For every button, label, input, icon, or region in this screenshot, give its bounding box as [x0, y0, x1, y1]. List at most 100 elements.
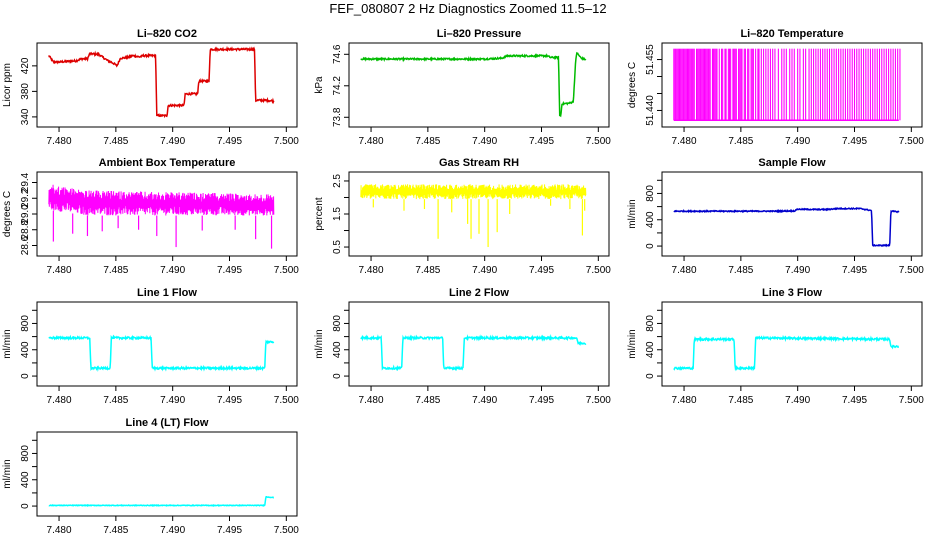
series-line-1 [48, 45, 275, 119]
x-tick-label: 7.500 [274, 136, 299, 147]
x-tick-label: 7.490 [472, 265, 497, 276]
x-tick-label: 7.495 [529, 136, 554, 147]
series-line-1 [673, 334, 900, 372]
x-tick-label: 7.500 [586, 395, 611, 406]
data-layer [673, 206, 900, 248]
x-tick-label: 7.490 [160, 265, 185, 276]
x-tick-label: 7.480 [359, 395, 384, 406]
y-axis-label: degrees C [2, 191, 13, 237]
x-tick-label: 7.490 [160, 525, 185, 536]
plot-frame [36, 431, 298, 517]
data-layer [48, 495, 275, 507]
chart-panel-4: Ambient Box Temperature degrees C 7.480 7.4… [2, 157, 299, 276]
y-tick-label: 29.4 [20, 172, 31, 192]
series-line-1 [673, 206, 900, 248]
plot-frame [348, 42, 610, 128]
series-line-1 [48, 495, 275, 507]
x-tick-label: 7.490 [785, 136, 810, 147]
x-tick-label: 7.495 [217, 395, 242, 406]
y-tick-label: 800 [20, 315, 31, 332]
x-tick-label: 7.485 [103, 525, 128, 536]
x-tick-label: 7.480 [359, 136, 384, 147]
y-axis-label: degrees C [627, 62, 638, 108]
series-line-1 [360, 51, 587, 118]
x-tick-label: 7.480 [672, 136, 697, 147]
chart-title: Li–820 CO2 [137, 28, 197, 40]
chart-panel-6: Sample Flow ml/min 7.480 7.485 7.490 7.495 7.5… [627, 157, 924, 276]
y-axis-label: ml/min [314, 329, 325, 358]
chart-panel-3: Li–820 Temperature degrees C 7.480 7.485 7.4… [627, 28, 924, 147]
x-tick-label: 7.485 [103, 265, 128, 276]
x-tick-label: 7.500 [899, 265, 924, 276]
y-tick-label: 400 [645, 211, 656, 228]
y-axis-label: ml/min [627, 199, 638, 228]
x-tick-label: 7.490 [785, 395, 810, 406]
x-tick-label: 7.500 [274, 525, 299, 536]
x-tick-label: 7.480 [47, 395, 72, 406]
y-axis-label: Licor ppm [2, 63, 13, 107]
data-layer [360, 334, 587, 372]
chart-title: Line 3 Flow [762, 287, 822, 299]
y-tick-label: 420 [20, 57, 31, 74]
x-tick-label: 7.485 [415, 136, 440, 147]
plot-frame [36, 42, 298, 128]
x-tick-label: 7.500 [586, 136, 611, 147]
y-tick-label: 29.2 [20, 188, 31, 208]
chart-title: Line 4 (LT) Flow [126, 417, 209, 429]
data-layer [673, 334, 900, 372]
chart-panel-7: Line 1 Flow ml/min 7.480 7.485 7.490 7.495 7.5… [2, 287, 299, 406]
x-tick-label: 7.495 [217, 136, 242, 147]
x-tick-label: 7.480 [47, 265, 72, 276]
y-tick-label: 800 [645, 185, 656, 202]
data-layer [673, 48, 901, 122]
x-tick-label: 7.500 [586, 265, 611, 276]
chart-title: Li–820 Pressure [437, 28, 521, 40]
y-tick-label: 51.440 [645, 95, 656, 126]
y-tick-label: 800 [332, 315, 343, 332]
plot-frame [36, 301, 298, 387]
chart-panel-8: Line 2 Flow ml/min 7.480 7.485 7.490 7.495 7.5… [314, 287, 611, 406]
x-tick-label: 7.495 [529, 395, 554, 406]
y-tick-label: 340 [20, 108, 31, 125]
page-title: FEF_080807 2 Hz Diagnostics Zoomed 11.5–… [329, 1, 607, 16]
chart-panel-2: Li–820 Pressure kPa 7.480 7.485 7.490 7.495 7.… [314, 28, 611, 147]
y-tick-label: 28.6 [20, 235, 31, 255]
x-tick-label: 7.485 [415, 395, 440, 406]
chart-title: Sample Flow [758, 157, 826, 169]
y-tick-label: 400 [20, 341, 31, 358]
series-line-1 [360, 334, 587, 372]
x-tick-label: 7.485 [728, 265, 753, 276]
y-tick-label: 800 [645, 315, 656, 332]
x-tick-label: 7.480 [47, 136, 72, 147]
y-tick-label: 0.5 [332, 240, 343, 254]
plot-frame [661, 171, 923, 257]
plot-frame [661, 42, 923, 128]
x-tick-label: 7.500 [274, 265, 299, 276]
x-tick-label: 7.490 [160, 395, 185, 406]
plot-frame [661, 301, 923, 387]
x-tick-label: 7.495 [217, 265, 242, 276]
data-layer [360, 184, 587, 248]
data-layer [360, 51, 587, 118]
y-axis-label: percent [314, 197, 325, 231]
y-tick-label: 0 [20, 503, 31, 509]
y-tick-label: 0 [20, 373, 31, 379]
x-tick-label: 7.495 [842, 136, 867, 147]
series-line-1 [360, 184, 587, 200]
chart-panel-1: Li–820 CO2 Licor ppm 7.480 7.485 7.490 7.495 7… [2, 28, 299, 147]
x-tick-label: 7.490 [160, 136, 185, 147]
x-tick-label: 7.495 [217, 525, 242, 536]
data-layer [48, 184, 275, 249]
x-tick-label: 7.490 [785, 265, 810, 276]
y-tick-label: 400 [20, 471, 31, 488]
y-axis-label: ml/min [2, 329, 13, 358]
y-tick-label: 0 [645, 243, 656, 249]
chart-title: Line 2 Flow [449, 287, 509, 299]
chart-panel-10: Line 4 (LT) Flow ml/min 7.480 7.485 7.490 7.4… [2, 417, 299, 536]
y-tick-label: 74.6 [332, 44, 343, 64]
y-tick-label: 0 [645, 373, 656, 379]
y-tick-label: 73.8 [332, 107, 343, 127]
x-tick-label: 7.480 [359, 265, 384, 276]
x-tick-label: 7.490 [472, 136, 497, 147]
x-tick-label: 7.485 [728, 136, 753, 147]
